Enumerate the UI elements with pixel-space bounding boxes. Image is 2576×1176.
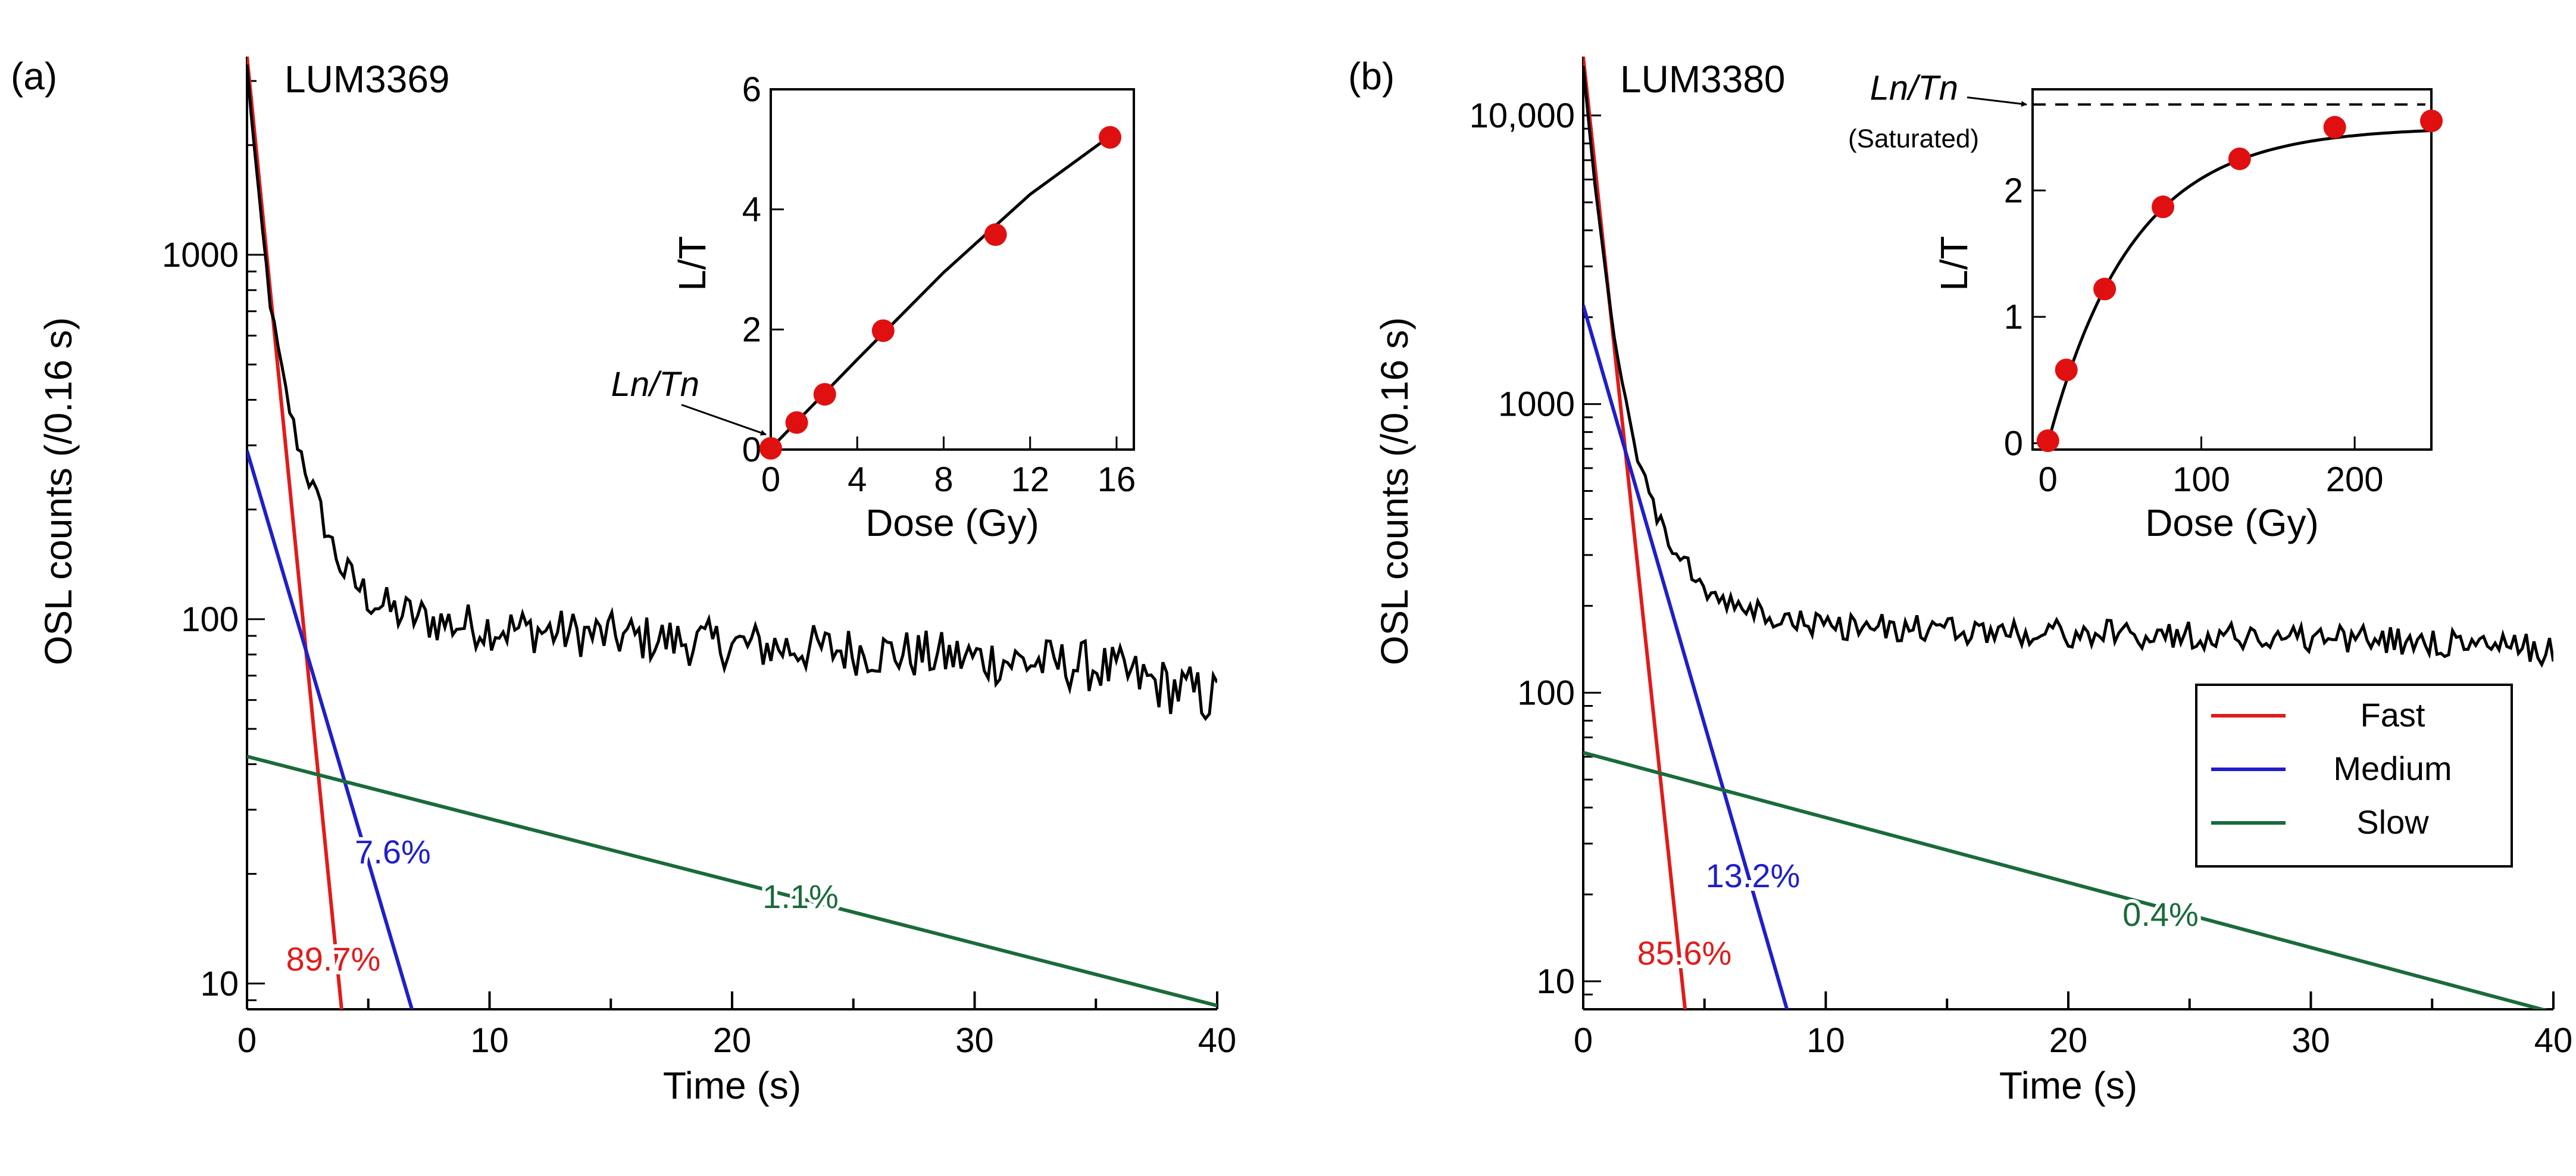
inset-data-point [813, 383, 836, 406]
inset-y-tick-label: 1 [2004, 298, 2023, 336]
inset-data-point [759, 436, 782, 460]
osl-signal-curve [247, 64, 1217, 722]
inset-y-axis-label: L/T [1933, 236, 1975, 291]
inset-data-point [1099, 126, 1122, 149]
percent-label-slow: 0.4% [2122, 896, 2199, 933]
saturated-label: (Saturated) [1848, 124, 1979, 153]
panel-label: (a) [11, 55, 57, 98]
inset-x-tick-label: 100 [2172, 460, 2230, 499]
inset-x-tick-label: 16 [1098, 460, 1136, 499]
y-tick-label: 10 [200, 965, 239, 1003]
y-tick-label: 100 [181, 600, 239, 639]
inset-data-point [785, 411, 808, 434]
inset-x-axis-label: Dose (Gy) [865, 501, 1039, 544]
sample-label: LUM3380 [1620, 58, 1786, 101]
percent-label-fast: 85.6% [1637, 934, 1732, 972]
x-tick-label: 20 [2049, 1021, 2088, 1060]
inset: 0 100 200 0 1 2 Dose (Gy) L/T Ln/Tn (Saturated) [1848, 68, 2443, 544]
y-tick-label: 1000 [162, 236, 239, 274]
legend-label-fast: Fast [2361, 696, 2425, 734]
series-line-slow [1583, 751, 2549, 1009]
series-line-fast [1583, 57, 1687, 1009]
inset-y-tick-label: 6 [742, 70, 761, 109]
x-tick-label: 0 [237, 1021, 257, 1060]
series-line-fast [247, 57, 343, 1009]
series-line-medium [247, 450, 414, 1009]
percent-label-slow: 1.1% [762, 878, 839, 915]
ln-tn-label: Ln/Tn [611, 365, 699, 404]
inset-x-axis-label: Dose (Gy) [2145, 501, 2319, 544]
legend: Fast Medium Slow [2195, 684, 2513, 868]
inset: 0 4 8 12 16 0 2 4 6 Dose (Gy) L/T Ln/Tn [611, 70, 1136, 544]
inset-data-point [984, 223, 1007, 247]
inset-x-tick-label: 4 [848, 460, 867, 499]
x-tick-label: 10 [1806, 1021, 1845, 1060]
y-tick-label: 1000 [1498, 385, 1575, 424]
panel-label: (b) [1348, 55, 1395, 98]
inset-y-axis-label: L/T [671, 236, 714, 291]
plot-area [1583, 57, 2553, 1009]
inset-data-point [2055, 358, 2078, 382]
sample-label: LUM3369 [285, 58, 450, 101]
y-axis-label: OSL counts (/0.16 s) [1373, 317, 1416, 666]
inset-x-tick-label: 200 [2326, 460, 2384, 499]
x-tick-label: 20 [713, 1021, 752, 1060]
inset-y-tick-label: 4 [742, 191, 761, 229]
x-tick-label: 0 [1574, 1021, 1593, 1060]
percent-label-fast: 89.7% [286, 940, 381, 978]
inset-y-tick-label: 2 [2004, 171, 2023, 210]
inset-y-tick-label: 0 [2004, 424, 2023, 463]
inset-data-point [2323, 116, 2346, 139]
inset-x-tick-label: 12 [1011, 460, 1049, 499]
inset-data-point [871, 319, 895, 342]
x-tick-label: 10 [470, 1021, 509, 1060]
percent-label-medium: 13.2% [1706, 857, 1800, 894]
inset-x-tick-label: 8 [934, 460, 953, 499]
inset-data-point [2152, 195, 2175, 219]
inset-data-point [2228, 147, 2251, 170]
x-axis-label: Time (s) [663, 1064, 801, 1107]
ln-tn-arrow [1967, 96, 2027, 107]
plot-area [247, 57, 1217, 1009]
inset-frame [2031, 88, 2433, 451]
inset-x-tick-label: 0 [2039, 460, 2058, 499]
y-tick-label: 10 [1536, 962, 1575, 1001]
inset-y-tick-label: 2 [742, 310, 761, 349]
inset-data-point [2420, 110, 2443, 133]
ln-tn-label: Ln/Tn [1870, 68, 1958, 107]
y-tick-label: 10,000 [1470, 96, 1575, 135]
series-line-medium [1583, 304, 1789, 1009]
legend-label-slow: Slow [2356, 803, 2429, 841]
x-tick-label: 40 [1198, 1021, 1237, 1060]
inset-x-tick-label: 0 [761, 460, 780, 499]
x-tick-label: 40 [2534, 1021, 2573, 1060]
legend-label-medium: Medium [2333, 750, 2452, 787]
y-tick-label: 100 [1517, 673, 1575, 712]
percent-label-medium: 7.6% [355, 833, 431, 871]
y-axis-label: OSL counts (/0.16 s) [37, 317, 80, 666]
osl-signal-curve [1583, 65, 2553, 668]
ln-tn-arrow [681, 404, 767, 436]
x-tick-label: 30 [955, 1021, 994, 1060]
series-line-slow [247, 754, 1217, 1007]
inset-data-point [2093, 277, 2117, 301]
x-axis-label: Time (s) [1999, 1064, 2137, 1107]
inset-y-tick-label: 0 [742, 431, 761, 469]
inset-data-point [2036, 429, 2059, 453]
x-tick-label: 30 [2291, 1021, 2330, 1060]
